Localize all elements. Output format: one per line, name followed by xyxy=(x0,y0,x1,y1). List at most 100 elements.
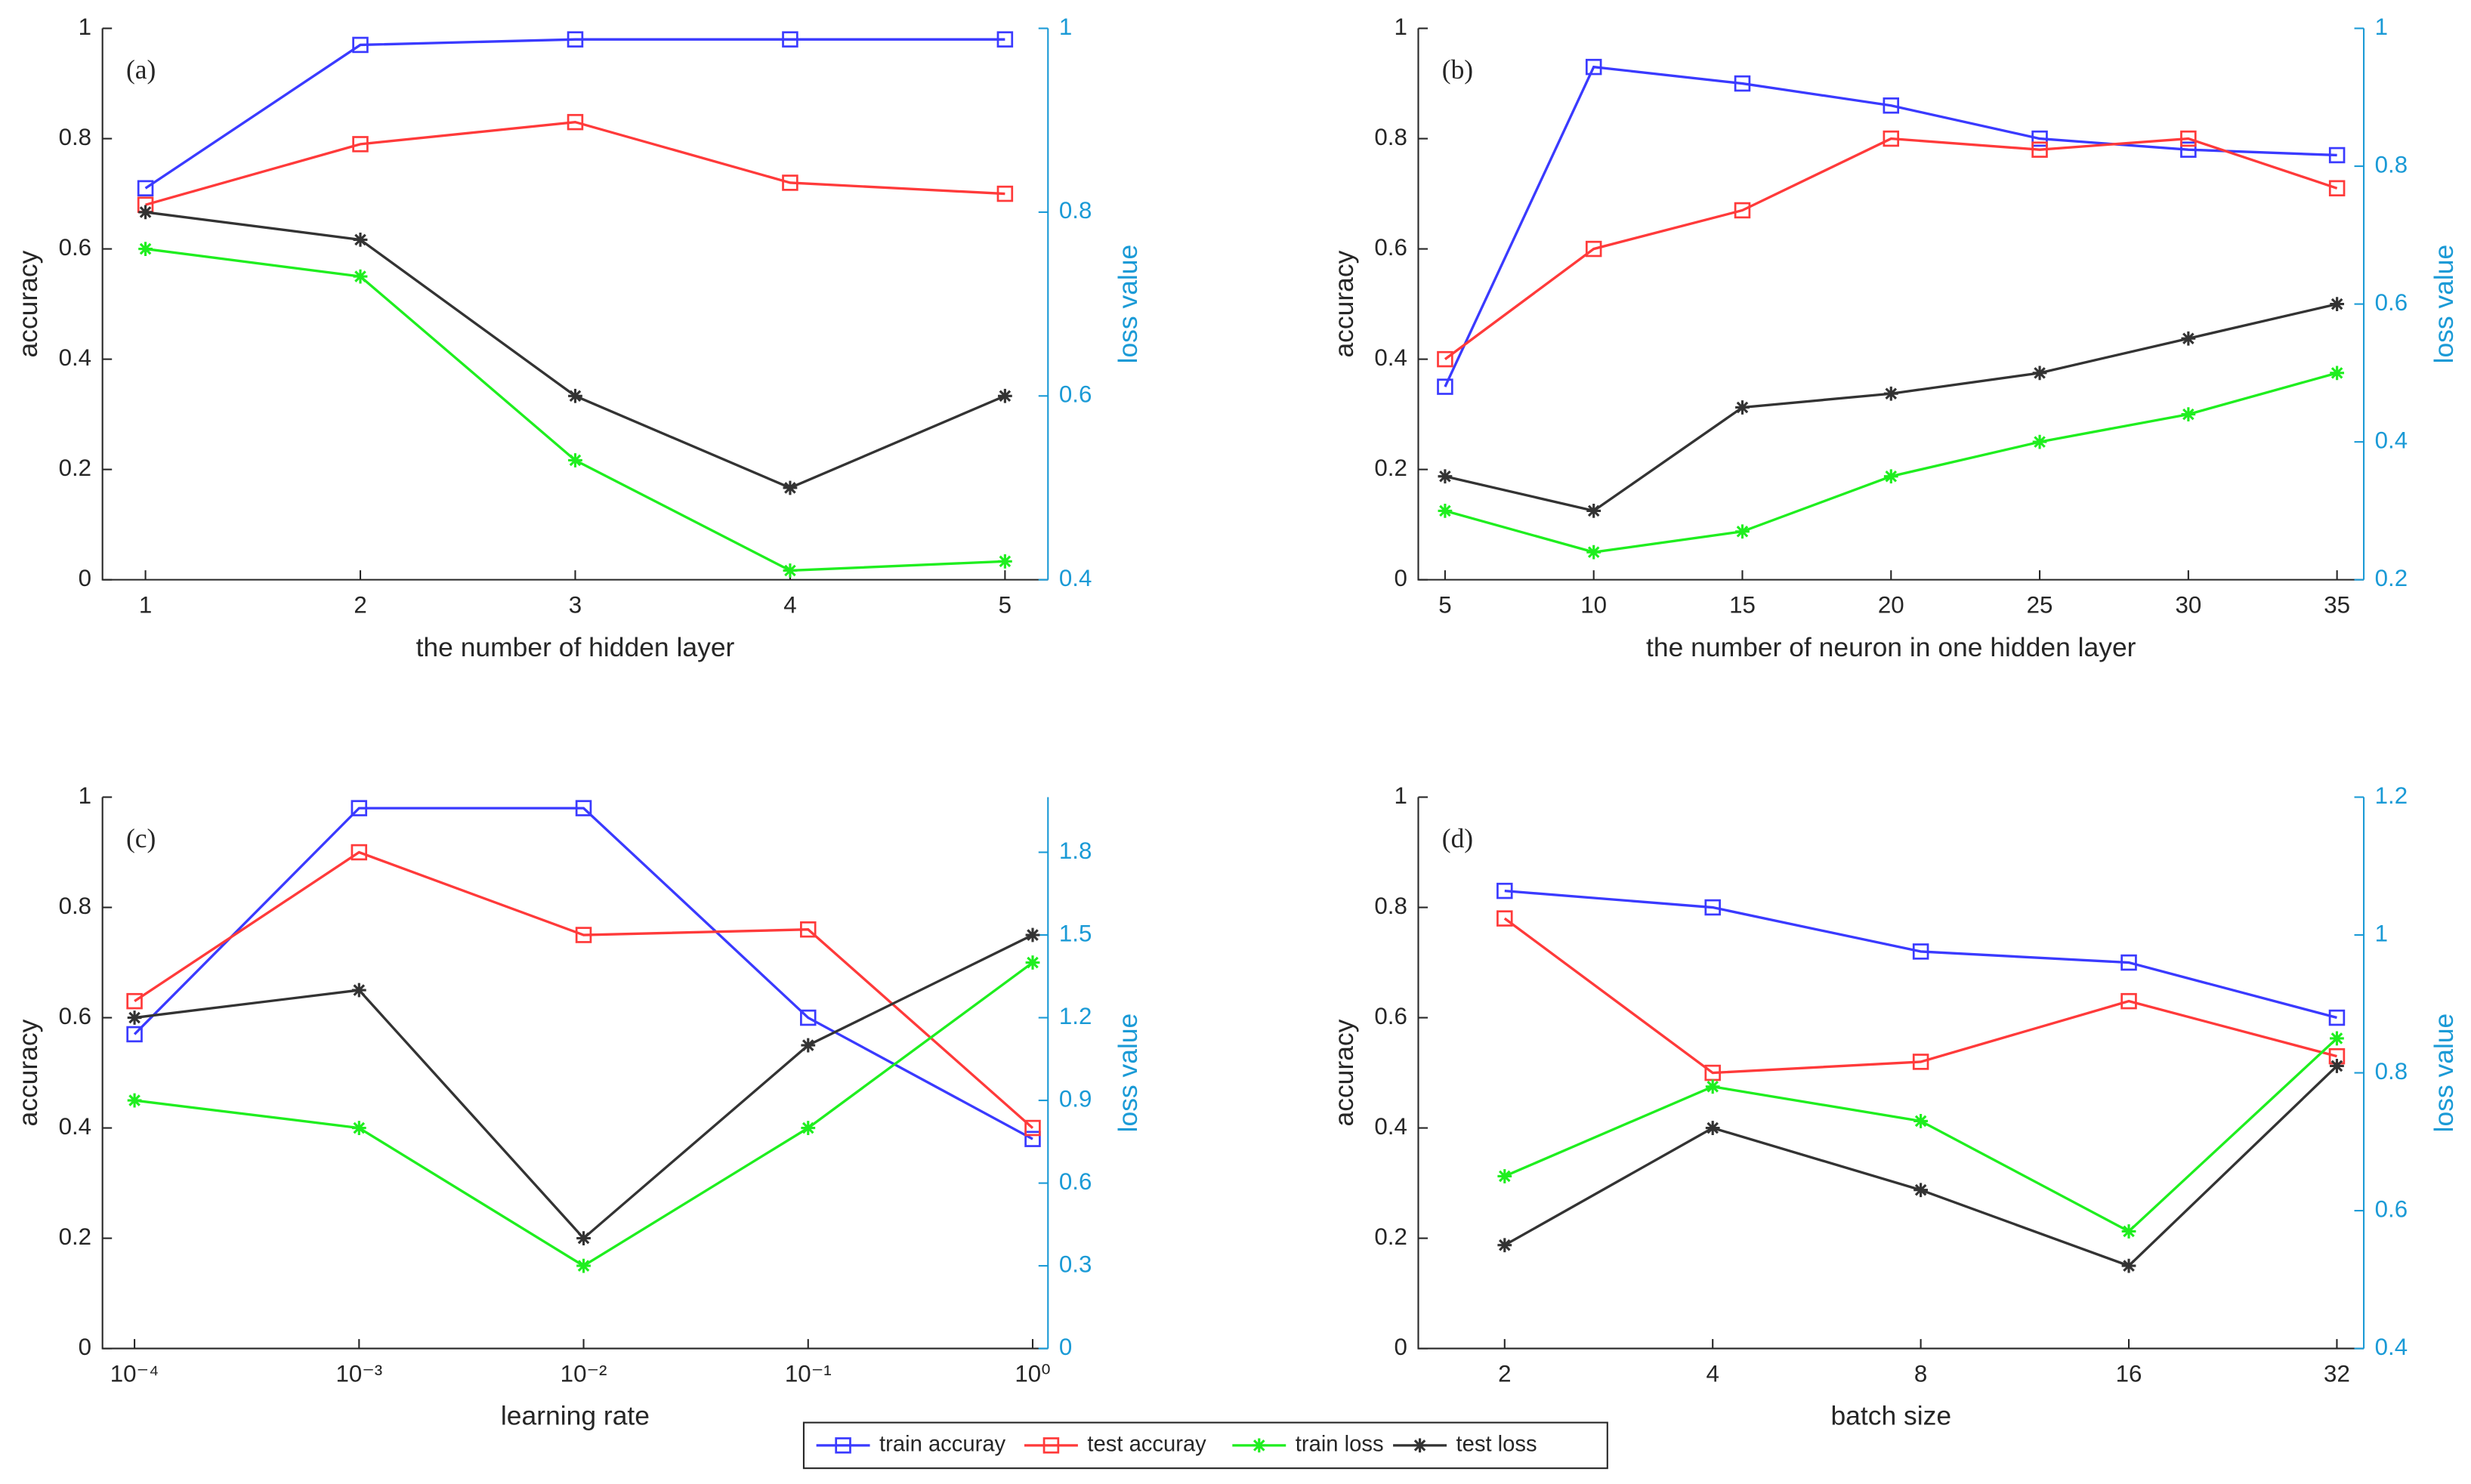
marker xyxy=(1586,503,1602,518)
series-line xyxy=(1503,1065,2338,1268)
x-tick-label: 10⁻² xyxy=(561,1360,607,1387)
y-tick-label: 0.2 xyxy=(1374,1223,1407,1250)
y-axis-label: accuracy xyxy=(13,1019,43,1126)
y2-tick-label: 0.6 xyxy=(2375,289,2408,316)
legend-marker xyxy=(835,1437,851,1454)
y2-tick-label: 1 xyxy=(2375,920,2388,946)
series-line xyxy=(1504,1037,2338,1233)
marker xyxy=(127,1010,142,1025)
marker xyxy=(352,36,369,54)
legend-box xyxy=(802,1421,1608,1470)
x-tick-label: 30 xyxy=(2175,591,2201,618)
x-tick-label: 15 xyxy=(1729,591,1756,618)
marker xyxy=(351,800,368,816)
axes-box xyxy=(1417,797,2364,1350)
x-tick-label: 32 xyxy=(2324,1360,2350,1387)
panel-label: (c) xyxy=(126,823,156,853)
marker xyxy=(783,480,798,495)
marker xyxy=(996,185,1014,202)
y2-tick-label: 0.9 xyxy=(1059,1085,1092,1112)
marker xyxy=(1586,545,1602,560)
panel-label: (b) xyxy=(1442,54,1473,85)
y-tick-label: 1 xyxy=(79,14,91,40)
legend-marker xyxy=(1042,1437,1060,1454)
y-tick-label: 1 xyxy=(1394,14,1407,40)
marker xyxy=(568,453,582,467)
y2-tick-label: 0.8 xyxy=(2375,1058,2408,1084)
x-axis-label: learning rate xyxy=(501,1401,650,1431)
y2-tick-label: 1 xyxy=(2375,14,2388,40)
y-tick-label: 0.4 xyxy=(1374,1113,1407,1140)
marker xyxy=(800,921,817,938)
marker xyxy=(783,563,798,578)
x-tick-label: 10⁻³ xyxy=(335,1360,382,1387)
subplot: 0 0.2 0.4 0.6 0.8 1 0.4 0.6 0.8 1 1.2 2 4 8 16 32 batch … xyxy=(1329,782,2459,1431)
marker xyxy=(2181,407,2196,422)
y-tick-label: 0 xyxy=(1394,1334,1407,1360)
series-line xyxy=(134,850,1034,1129)
y-tick-label: 0.2 xyxy=(59,1223,91,1250)
panel-label: (a) xyxy=(126,54,156,85)
axes-box xyxy=(101,797,1049,1350)
axes-box xyxy=(1417,28,2364,581)
y2-tick-label: 1.5 xyxy=(1059,920,1092,946)
x-axis-label: batch size xyxy=(1830,1401,1951,1431)
marker xyxy=(568,388,582,403)
marker xyxy=(575,927,592,943)
y2-tick-label: 0.3 xyxy=(1059,1251,1092,1277)
y2-tick-label: 1.2 xyxy=(1059,1003,1092,1029)
legend-label: test loss xyxy=(1456,1433,1537,1457)
y2-tick-label: 1.2 xyxy=(2375,782,2408,809)
marker xyxy=(2330,1031,2344,1046)
legend-label: train accuray xyxy=(879,1433,1005,1457)
y-tick-label: 0 xyxy=(79,565,91,591)
marker xyxy=(801,1038,816,1053)
y2-tick-label: 0.6 xyxy=(1059,381,1092,408)
axes-box xyxy=(101,28,1049,581)
marker xyxy=(2330,366,2345,381)
marker xyxy=(2120,992,2137,1010)
y2-tick-label: 0.4 xyxy=(2375,427,2408,453)
marker xyxy=(1497,1238,1512,1253)
marker xyxy=(137,180,154,197)
marker xyxy=(2180,130,2197,147)
marker xyxy=(2121,1258,2136,1273)
y2-tick-label: 0.8 xyxy=(2375,151,2408,177)
y-tick-label: 0.8 xyxy=(59,124,91,150)
x-tick-label: 35 xyxy=(2324,591,2350,618)
y-tick-label: 0.4 xyxy=(59,344,91,371)
y-tick-label: 0.8 xyxy=(1374,893,1407,919)
marker xyxy=(997,554,1012,569)
marker xyxy=(1704,899,1721,916)
y2-axis-label: loss value xyxy=(2429,245,2459,364)
x-tick-label: 16 xyxy=(2116,1360,2142,1387)
x-axis-label: the number of neuron in one hidden layer xyxy=(1646,632,2136,662)
marker xyxy=(2328,180,2346,197)
marker xyxy=(1437,350,1453,368)
marker xyxy=(801,1121,816,1135)
series-line xyxy=(134,933,1033,1240)
marker xyxy=(351,844,368,861)
x-tick-label: 10 xyxy=(1580,591,1607,618)
marker xyxy=(1438,469,1453,484)
marker xyxy=(997,388,1012,403)
marker xyxy=(1912,1054,1929,1070)
subplot: 00.20.40.60.810.20.40.60.815 10 15 20 25 30 35… xyxy=(1329,14,2459,662)
marker xyxy=(2032,366,2047,381)
marker xyxy=(2181,331,2196,346)
legend: train accuray test accuray train loss test … xyxy=(802,1421,1608,1470)
marker xyxy=(1734,75,1751,92)
marker xyxy=(1585,58,1602,76)
series-line xyxy=(145,120,1005,206)
marker xyxy=(351,1121,366,1135)
marker xyxy=(1913,1114,1928,1128)
marker xyxy=(1025,955,1040,970)
x-tick-label: 4 xyxy=(1707,1360,1719,1387)
x-tick-label: 8 xyxy=(1914,1360,1927,1387)
marker xyxy=(353,233,368,247)
marker xyxy=(1883,386,1898,401)
y-tick-label: 0.6 xyxy=(1374,234,1407,261)
series-line xyxy=(1503,917,2337,1075)
x-tick-label: 1 xyxy=(139,591,152,618)
